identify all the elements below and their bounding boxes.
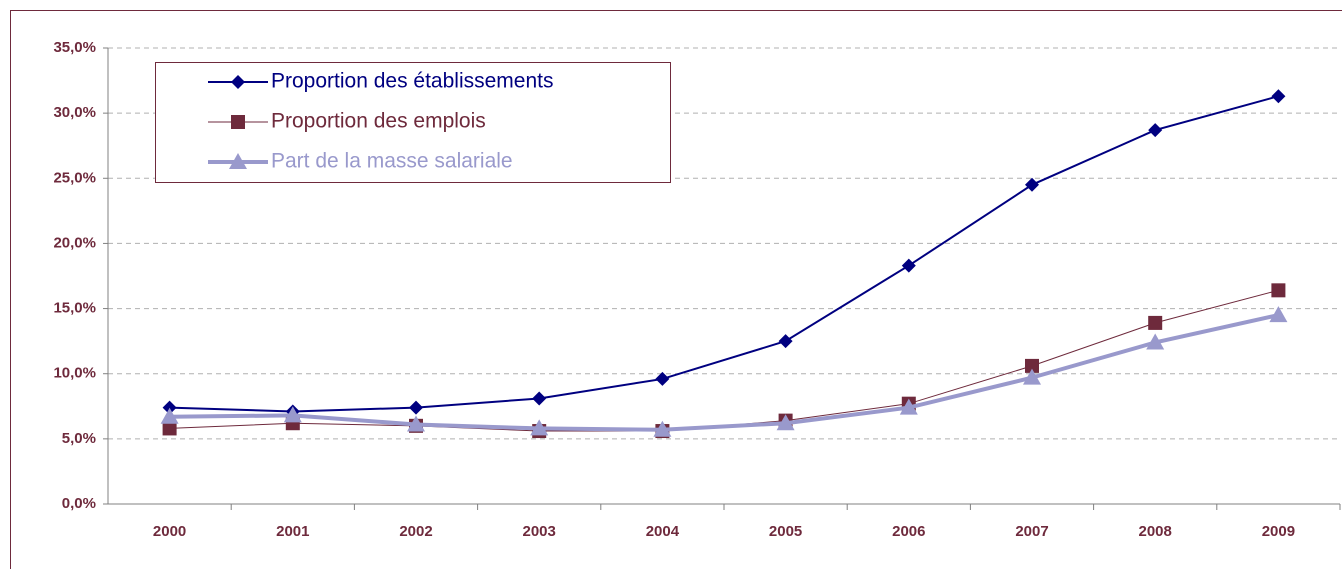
x-tick-label: 2009	[1262, 523, 1295, 540]
chart-frame	[10, 10, 1342, 569]
point	[901, 258, 916, 273]
y-tick-label: 30,0%	[53, 104, 96, 121]
point	[776, 414, 795, 431]
y-tick-label: 5,0%	[62, 430, 96, 447]
point	[532, 391, 547, 406]
legend-marker	[229, 153, 247, 169]
y-tick-label: 10,0%	[53, 365, 96, 382]
x-tick-label: 2005	[769, 523, 802, 540]
y-tick-label: 15,0%	[53, 300, 96, 317]
series-line	[169, 95, 1279, 413]
x-tick-label: 2003	[523, 523, 556, 540]
y-tick-label: 35,0%	[53, 39, 96, 56]
series-line	[169, 313, 1279, 432]
point	[1269, 306, 1288, 323]
x-tick-label: 2008	[1139, 523, 1172, 540]
point	[1023, 368, 1041, 385]
point	[409, 400, 423, 415]
x-tick-label: 2000	[153, 523, 186, 540]
point	[655, 371, 670, 386]
y-tick-label: 25,0%	[53, 169, 96, 186]
x-tick-label: 2004	[646, 523, 680, 540]
y-tick-label: 20,0%	[53, 234, 96, 251]
x-tick-label: 2006	[892, 523, 925, 540]
point	[1271, 283, 1286, 298]
point	[162, 400, 177, 415]
point	[1025, 177, 1039, 192]
point	[407, 415, 425, 432]
y-tick-label: 0,0%	[62, 495, 96, 512]
legend-label: Proportion des établissements	[271, 70, 554, 93]
legend-marker	[231, 115, 245, 129]
x-tick-label: 2002	[399, 523, 432, 540]
point	[162, 421, 177, 436]
point	[1271, 89, 1286, 104]
point	[1148, 123, 1163, 138]
point	[899, 398, 918, 415]
point	[1146, 333, 1165, 350]
legend-label: Proportion des emplois	[271, 110, 486, 133]
point	[653, 420, 672, 437]
point	[530, 419, 549, 436]
point	[1025, 358, 1039, 373]
point	[283, 406, 302, 423]
legend-label: Part de la masse salariale	[271, 150, 513, 173]
legend-marker	[231, 75, 245, 89]
point	[160, 407, 179, 424]
x-tick-label: 2001	[276, 523, 309, 540]
point	[778, 334, 793, 349]
point	[1148, 315, 1163, 330]
x-tick-label: 2007	[1015, 523, 1048, 540]
